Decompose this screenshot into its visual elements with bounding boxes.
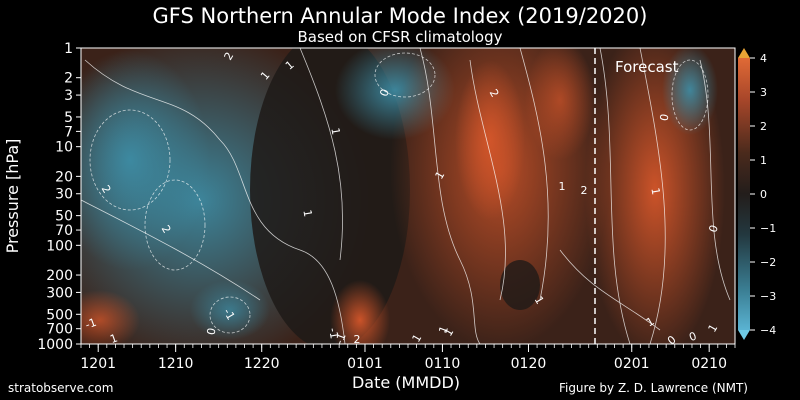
colorbar-tick-label: 1 (760, 154, 767, 167)
y-tick-label: 70 (55, 223, 73, 239)
colorbar-tick-label: 0 (760, 188, 767, 201)
contour-label: 1 (559, 180, 566, 193)
forecast-label: Forecast (615, 58, 679, 76)
x-tick-label: 0120 (511, 356, 547, 372)
x-tick-label: 0201 (614, 356, 650, 372)
colorbar-bottom-arrow (738, 330, 750, 340)
colorbar-ticks: 4 3 2 1 0 −1 −2 −3 −4 (750, 52, 776, 337)
contour-label: -1 (83, 316, 98, 332)
contour-label: -1 (333, 331, 349, 346)
contour-label: 2 (581, 184, 588, 197)
contour-label: 0 (205, 327, 219, 336)
colorbar-tick-label: 4 (760, 52, 767, 65)
y-tick-label: 50 (55, 209, 73, 225)
heatmap-field (81, 48, 735, 344)
chart-subtitle: Based on CFSR climatology (297, 28, 503, 46)
y-tick-label: 7 (64, 124, 73, 140)
y-tick-label: 700 (46, 322, 73, 338)
y-tick-label: 2 (64, 71, 73, 87)
y-tick-label: 20 (55, 169, 73, 185)
x-tick-label: 1201 (80, 356, 116, 372)
x-tick-label: 0210 (691, 356, 727, 372)
y-tick-label: 300 (46, 285, 73, 301)
contour-label: -1 (326, 327, 341, 340)
source-credit: stratobserve.com (8, 381, 114, 395)
colorbar-tick-label: −2 (760, 256, 776, 269)
contour-label: 0 (377, 87, 392, 98)
x-tick-label: 1220 (244, 356, 280, 372)
contour-label: 0 (658, 113, 672, 122)
x-axis-label: Date (MMDD) (352, 373, 460, 392)
y-axis-label: Pressure [hPa] (3, 139, 22, 254)
colorbar-tick-label: −4 (760, 324, 776, 337)
y-tick-label: 100 (46, 238, 73, 254)
contour-label: 1 (300, 209, 314, 218)
contour-label: 1 (108, 331, 119, 346)
author-credit: Figure by Z. D. Lawrence (NMT) (558, 381, 748, 395)
contour-label: 1 (648, 187, 662, 196)
y-tick-label: 200 (46, 268, 73, 284)
x-axis: 1201 1210 1220 0101 0110 0120 0201 0210 (80, 344, 736, 372)
colorbar (738, 58, 750, 330)
y-tick-label: 500 (46, 307, 73, 323)
x-tick-label: 0101 (347, 356, 383, 372)
contour-label: 1 (328, 127, 342, 136)
contour-label: 0 (706, 223, 721, 234)
colorbar-tick-label: 3 (760, 86, 767, 99)
chart-title: GFS Northern Annular Mode Index (2019/20… (152, 4, 648, 28)
y-tick-label: 5 (64, 110, 73, 126)
colorbar-tick-label: 2 (760, 120, 767, 133)
y-tick-label: 1000 (37, 337, 73, 353)
colorbar-tick-label: −3 (760, 290, 776, 303)
x-tick-label: 1210 (158, 356, 194, 372)
y-tick-label: 1 (64, 41, 73, 57)
contour-label: 0 (687, 329, 698, 344)
colorbar-top-arrow (738, 48, 750, 58)
x-tick-label: 0110 (425, 356, 461, 372)
colorbar-tick-label: −1 (760, 222, 776, 235)
y-tick-label: 3 (64, 88, 73, 104)
contour-label: 2 (354, 333, 361, 346)
contour-label: 1 (436, 324, 451, 335)
y-tick-label: 10 (55, 140, 73, 156)
y-tick-label: 30 (55, 187, 73, 203)
